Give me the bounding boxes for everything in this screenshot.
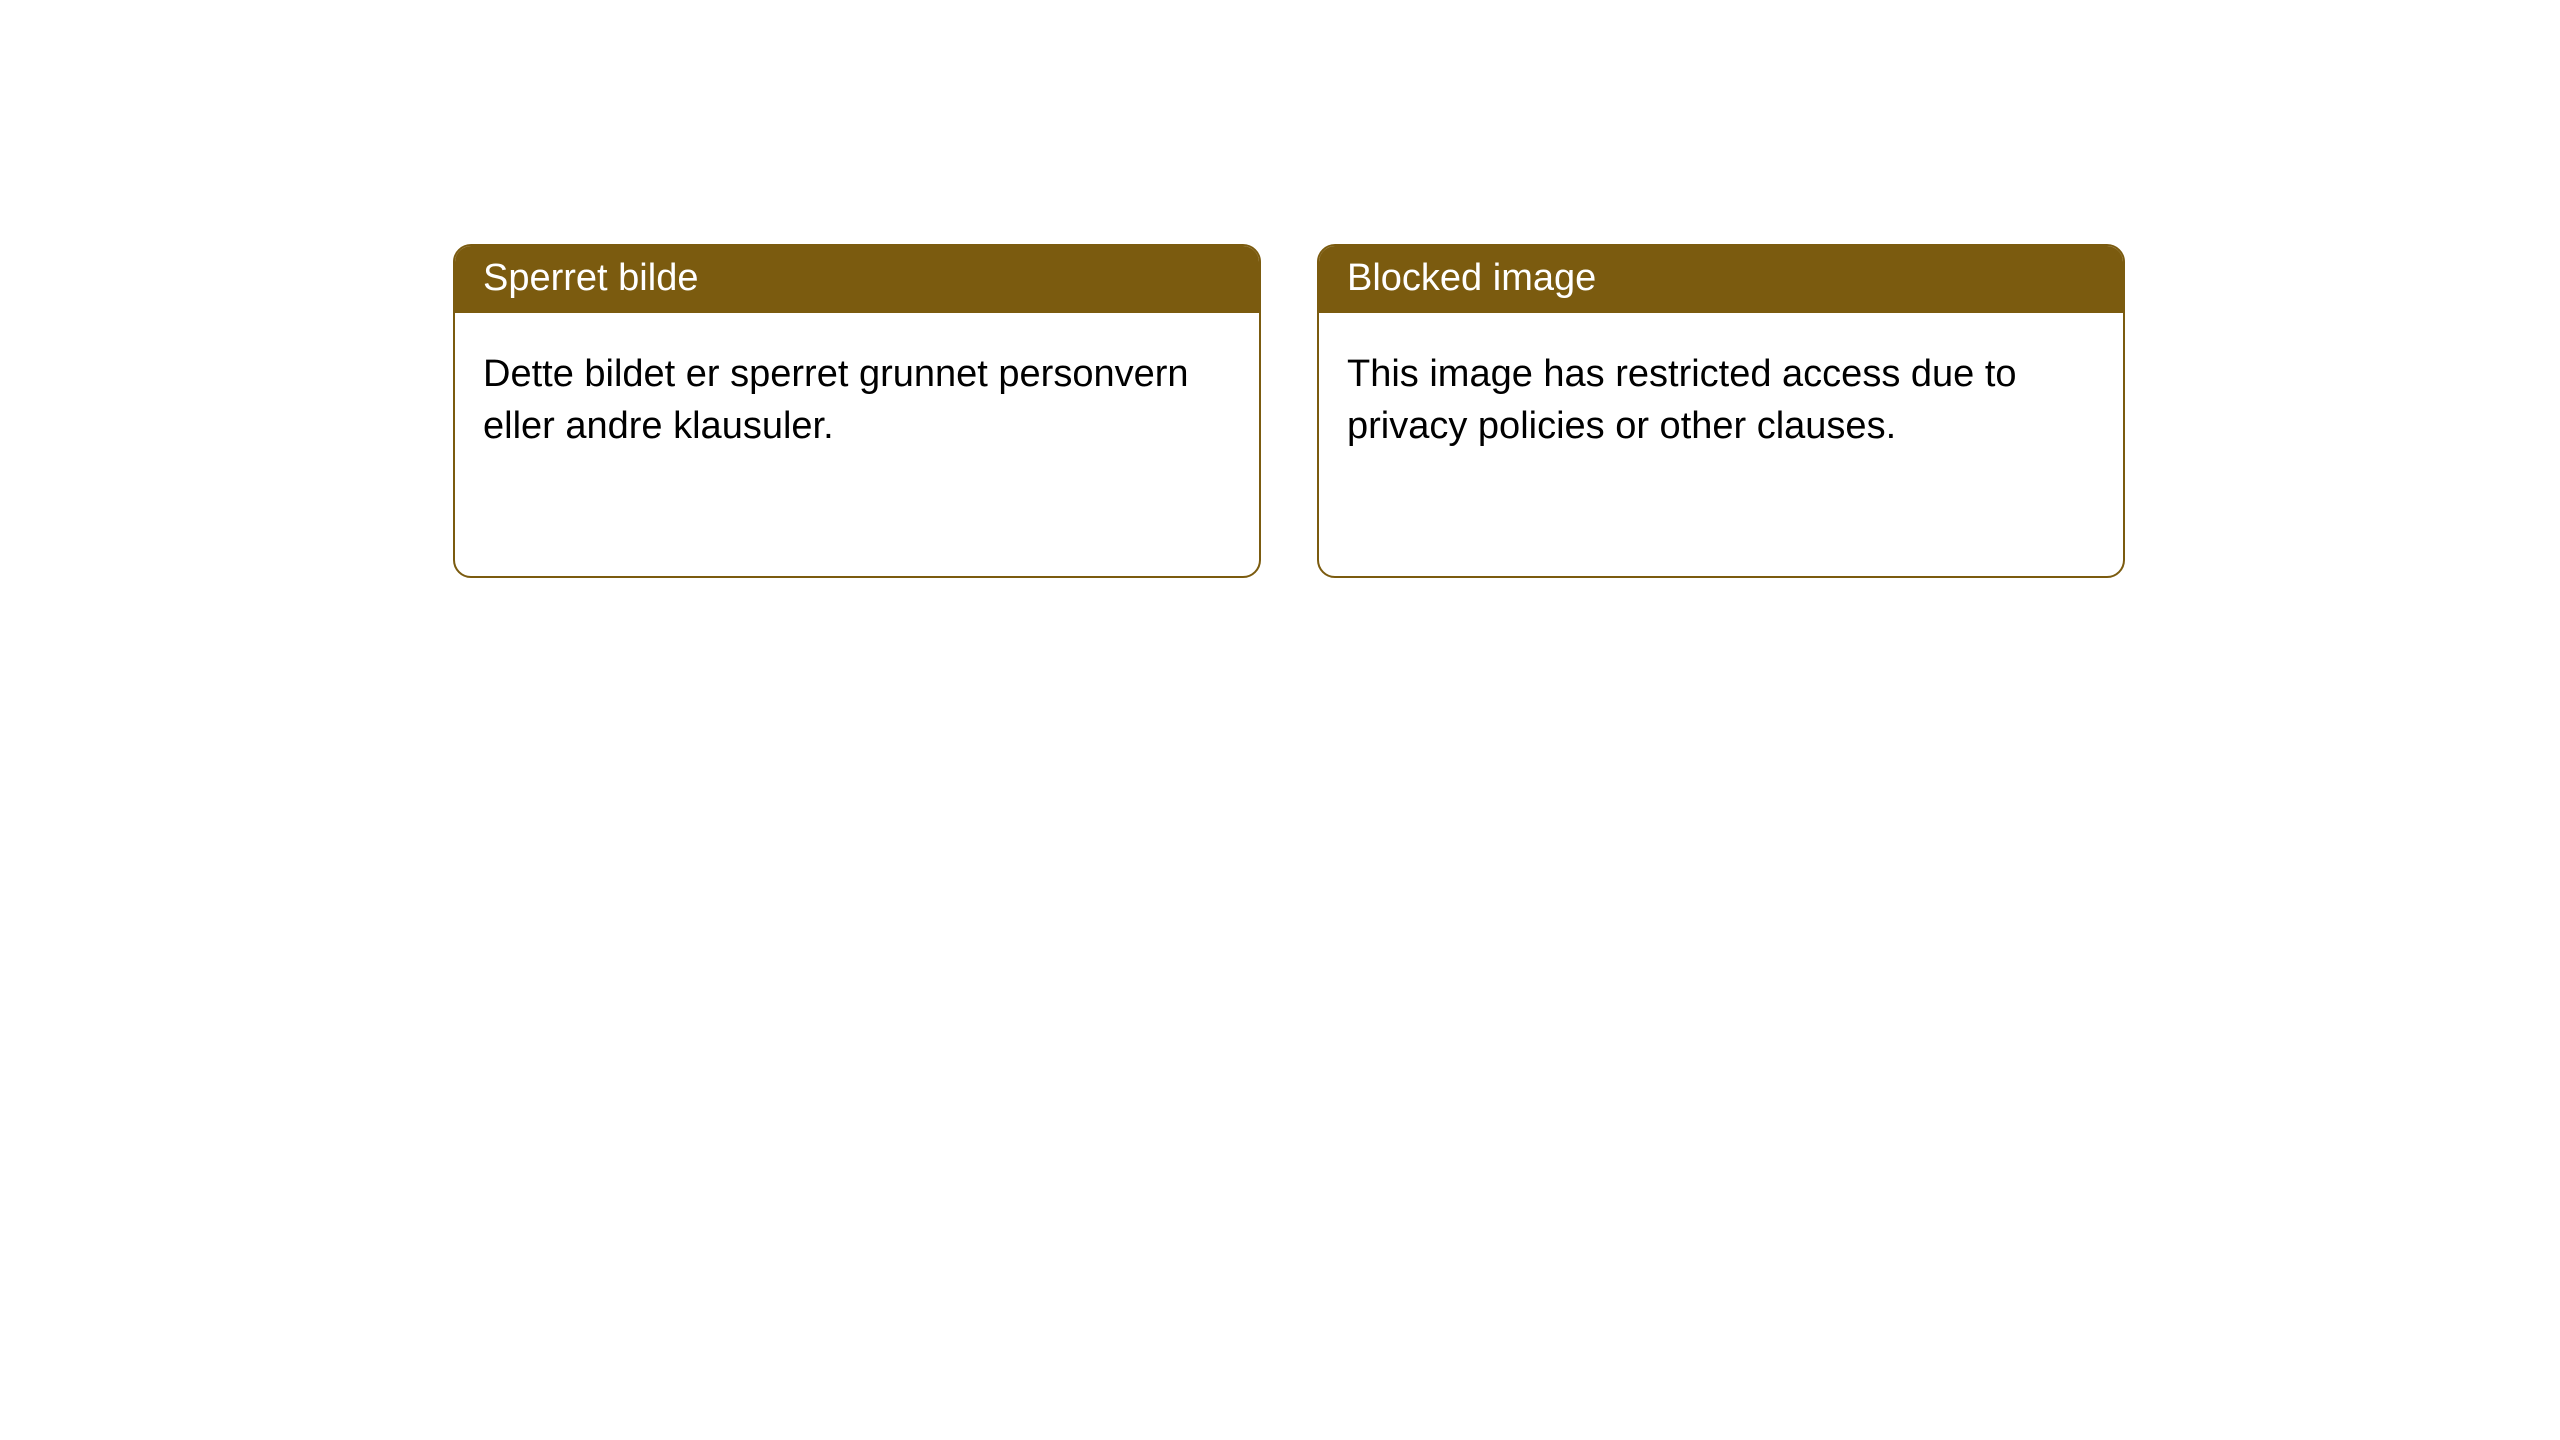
notice-card-title: Sperret bilde [483, 257, 698, 299]
notice-card-norwegian: Sperret bilde Dette bildet er sperret gr… [453, 244, 1261, 578]
notice-card-body: Dette bildet er sperret grunnet personve… [455, 313, 1259, 480]
notice-card-english: Blocked image This image has restricted … [1317, 244, 2125, 578]
notice-container: Sperret bilde Dette bildet er sperret gr… [0, 0, 2560, 578]
notice-card-header: Blocked image [1319, 246, 2123, 313]
notice-card-message: Dette bildet er sperret grunnet personve… [483, 353, 1189, 446]
notice-card-header: Sperret bilde [455, 246, 1259, 313]
notice-card-title: Blocked image [1347, 257, 1596, 299]
notice-card-body: This image has restricted access due to … [1319, 313, 2123, 480]
notice-card-message: This image has restricted access due to … [1347, 353, 2017, 446]
